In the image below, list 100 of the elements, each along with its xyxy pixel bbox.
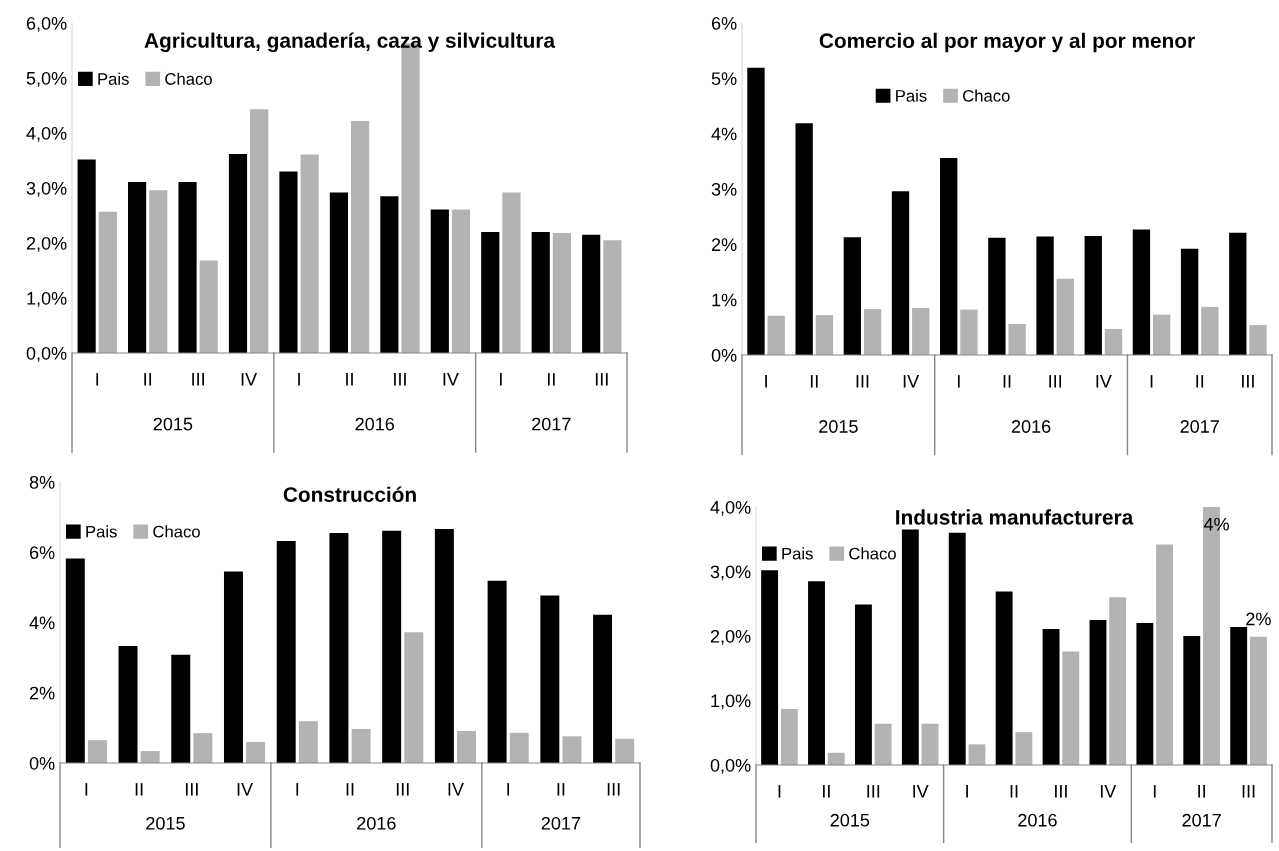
bar — [128, 181, 147, 353]
bar — [298, 721, 318, 763]
x-tick-label: III — [396, 783, 409, 796]
bar — [593, 614, 613, 763]
x-tick-label: IV — [903, 375, 920, 388]
bar — [1229, 232, 1247, 355]
bar — [199, 260, 218, 353]
y-tick-label: 1,0% — [27, 291, 67, 307]
x-tick-label: II — [547, 373, 555, 386]
chart-title: Agricultura, ganadería, caza y silvicultura — [144, 32, 556, 53]
bar — [808, 581, 825, 765]
bar — [1152, 314, 1171, 355]
y-tick-label: 4,0% — [710, 500, 751, 516]
x-tick-label: I — [778, 785, 781, 798]
x-tick-label: I — [957, 375, 960, 388]
bar — [1249, 636, 1267, 765]
x-tick-label: II — [557, 783, 565, 796]
y-tick-label: 8% — [29, 475, 55, 489]
y-tick-label: 6% — [29, 546, 55, 559]
x-tick-label: III — [595, 373, 608, 386]
x-tick-label: II — [346, 783, 354, 796]
x-tick-label: IV — [237, 783, 253, 796]
y-tick-label: 2% — [29, 686, 55, 700]
bar — [276, 541, 296, 763]
bar — [1062, 651, 1080, 765]
x-tick-label: II — [144, 373, 152, 386]
bar — [228, 153, 248, 353]
bar — [1183, 636, 1201, 765]
bar — [250, 109, 269, 353]
x-tick-label: III — [1055, 785, 1067, 798]
bar — [912, 307, 930, 355]
bar — [562, 736, 582, 763]
text: 2016 — [355, 417, 395, 431]
bar — [300, 154, 319, 353]
x-tick-label: I — [1153, 785, 1156, 798]
bar — [430, 209, 449, 353]
bar — [891, 191, 910, 355]
x-tick-label: III — [1242, 375, 1254, 388]
bar — [863, 309, 882, 355]
x-tick-label: I — [85, 783, 88, 796]
y-tick-label: 1% — [712, 293, 737, 307]
bar — [988, 237, 1006, 355]
x-tick-label: IV — [241, 373, 258, 386]
y-tick-label: 5,0% — [26, 71, 67, 87]
bar — [118, 646, 138, 763]
text: 2015 — [819, 420, 858, 433]
x-tick-label: I — [298, 373, 300, 386]
x-tick-label: III — [192, 373, 204, 386]
bar — [603, 240, 622, 353]
x-tick-label: IV — [443, 373, 459, 386]
bar — [171, 654, 191, 763]
x-tick-label: I — [500, 373, 502, 386]
x-tick-label: I — [507, 783, 510, 796]
bar — [1056, 278, 1074, 355]
x-tick-label: I — [96, 373, 99, 386]
x-tick-label: II — [810, 375, 818, 388]
y-tick-label: 3,0% — [26, 181, 67, 197]
bar — [1084, 236, 1102, 355]
bar — [582, 234, 601, 353]
bar — [747, 67, 765, 355]
bar — [279, 171, 298, 353]
x-tick-label: II — [1003, 375, 1011, 388]
data-label: 2% — [1246, 612, 1271, 626]
x-tick-label: II — [1010, 785, 1018, 798]
bar — [1249, 325, 1267, 355]
x-tick-label: II — [346, 373, 353, 386]
text: 2016 — [357, 816, 396, 830]
bar — [329, 532, 349, 763]
x-tick-label: II — [1198, 785, 1205, 798]
bar — [351, 728, 371, 763]
text: 2015 — [146, 816, 185, 830]
bar — [434, 529, 454, 763]
x-tick-label: II — [823, 785, 830, 798]
bar — [1104, 328, 1123, 355]
bar — [1180, 248, 1199, 355]
x-tick-label: III — [1242, 785, 1255, 798]
x-tick-label: I — [765, 375, 767, 388]
x-tick-label: III — [185, 783, 198, 796]
bar — [178, 181, 197, 353]
bar — [481, 232, 500, 353]
y-tick-label: 2,0% — [710, 629, 751, 645]
bar — [795, 123, 813, 355]
bar — [87, 740, 107, 763]
x-tick-label: IV — [448, 783, 464, 796]
bar — [98, 211, 117, 353]
bar — [1015, 732, 1033, 765]
bar — [995, 591, 1013, 765]
y-tick-label: 1,0% — [711, 694, 751, 710]
bar — [761, 570, 779, 765]
bar — [780, 708, 798, 765]
bar — [77, 159, 96, 353]
text: 2016 — [1018, 813, 1057, 827]
x-tick-label: I — [1150, 375, 1153, 388]
bar — [901, 529, 919, 765]
x-tick-label: III — [856, 375, 869, 388]
text: 2017 — [541, 816, 581, 830]
bar — [960, 309, 978, 355]
text: 2015 — [830, 813, 870, 827]
data-label: 4% — [1203, 517, 1229, 531]
x-tick-label: IV — [913, 785, 929, 798]
